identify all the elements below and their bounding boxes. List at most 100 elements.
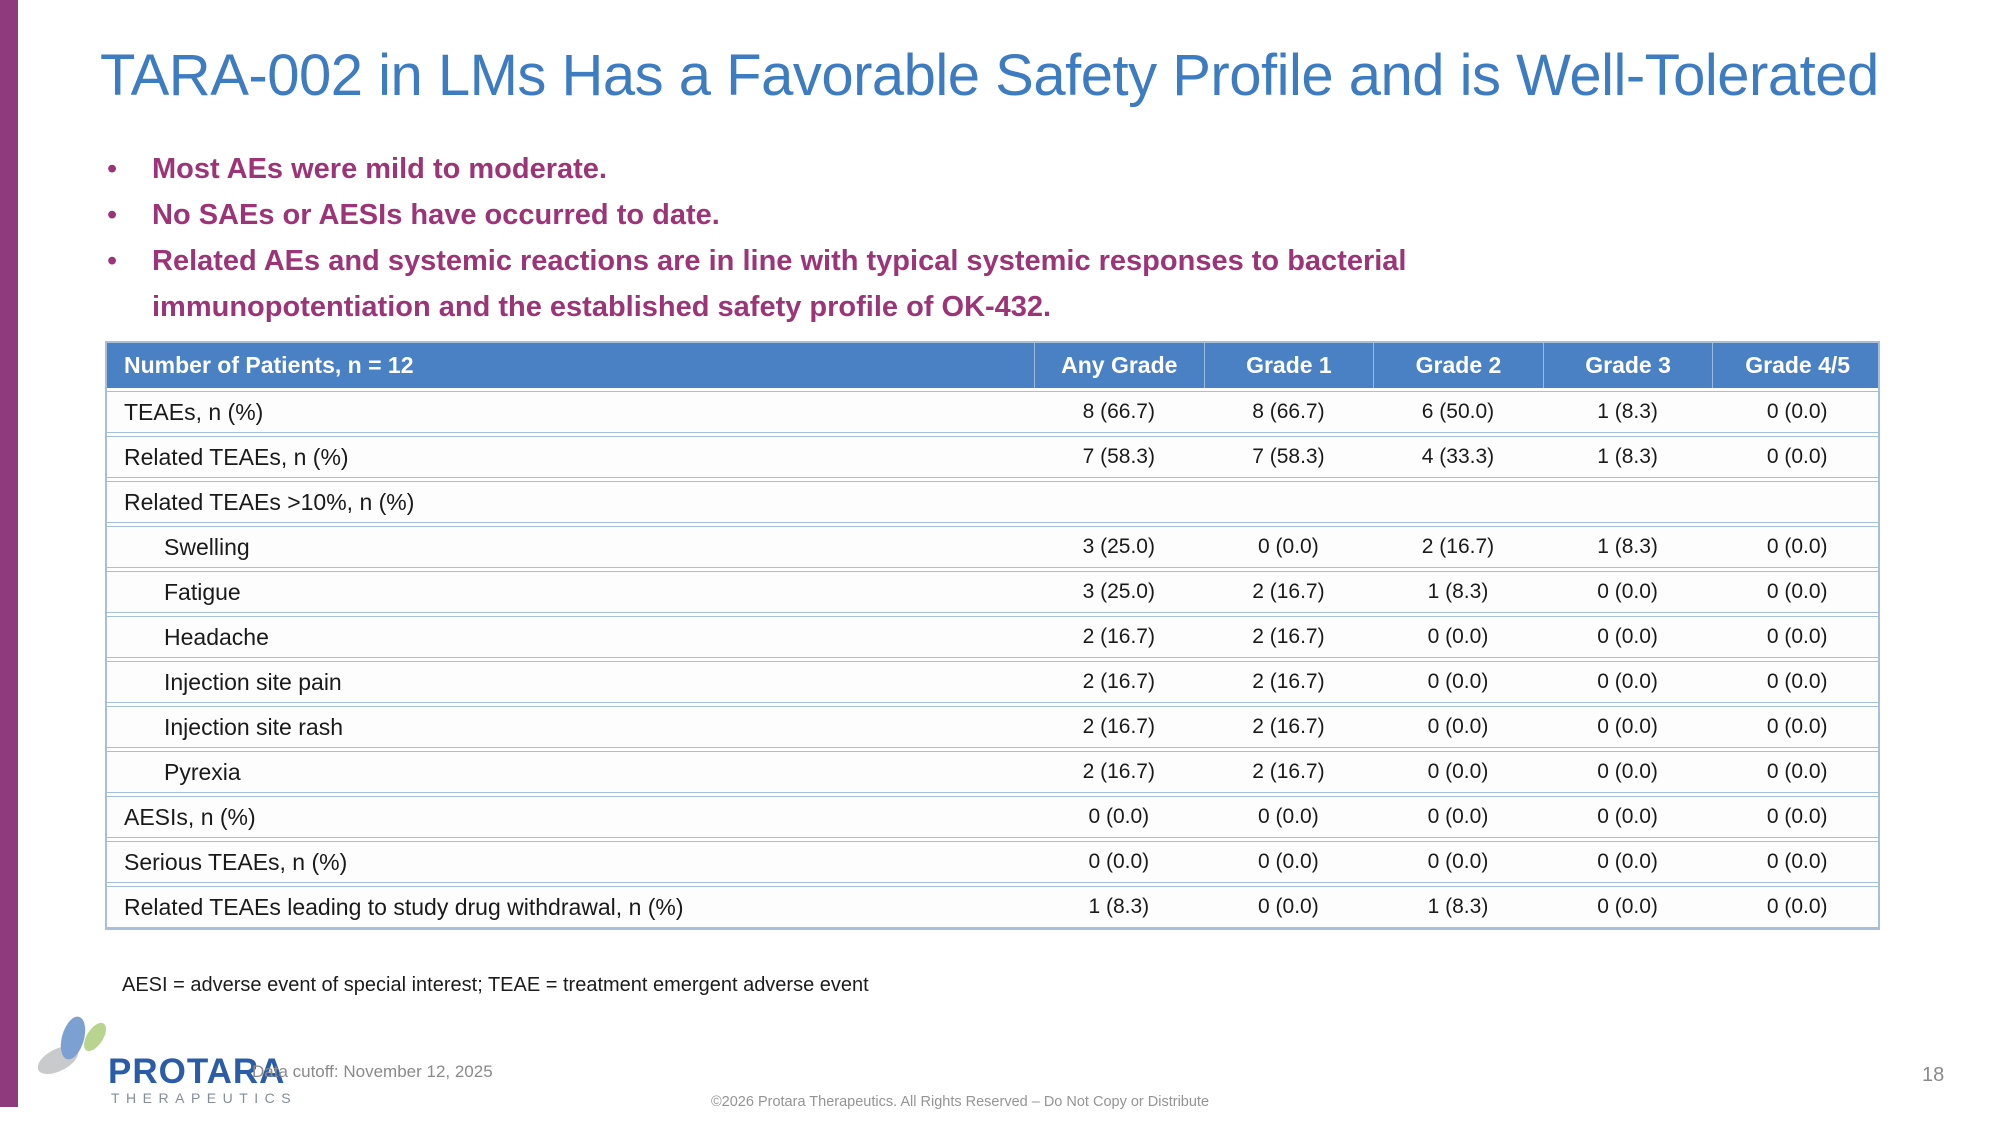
table-row: Related TEAEs, n (%) 7 (58.3) 7 (58.3) 4 (3… [107,436,1878,478]
row-value: 2 (16.7) [1034,661,1204,703]
row-label: Related TEAEs, n (%) [107,436,1034,478]
header-cell-label: Number of Patients, n = 12 [107,343,1034,388]
table-row: Swelling 3 (25.0) 0 (0.0) 2 (16.7) 1 (8.3) 0 … [107,526,1878,568]
table-row: Pyrexia 2 (16.7) 2 (16.7) 0 (0.0) 0 (0.0) 0 (… [107,751,1878,793]
row-label: Pyrexia [107,751,1034,793]
row-value: 0 (0.0) [1034,796,1204,838]
table-footnote: AESI = adverse event of special interest… [122,974,869,996]
table-row: AESIs, n (%) 0 (0.0) 0 (0.0) 0 (0.0) 0 (0.0)… [107,796,1878,838]
row-value: 0 (0.0) [1542,751,1713,793]
row-value: 7 (58.3) [1203,436,1374,478]
data-cutoff-text: Data cutoff: November 12, 2025 [252,1062,493,1081]
row-value: 2 (16.7) [1034,616,1204,658]
row-value: 0 (0.0) [1712,616,1878,658]
row-value: 0 (0.0) [1542,661,1713,703]
row-value: 0 (0.0) [1542,796,1713,838]
table-row: Related TEAEs >10%, n (%) [107,481,1878,523]
header-cell: Grade 1 [1203,343,1374,388]
row-value [1542,481,1713,523]
table-row: Injection site rash 2 (16.7) 2 (16.7) 0 (0.… [107,706,1878,748]
row-value: 1 (8.3) [1034,886,1204,928]
row-label: AESIs, n (%) [107,796,1034,838]
row-value: 0 (0.0) [1712,706,1878,748]
table-row: Headache 2 (16.7) 2 (16.7) 0 (0.0) 0 (0.0) 0 … [107,616,1878,658]
slide-accent-bar [0,0,18,1107]
row-value: 3 (25.0) [1034,571,1204,613]
row-value: 1 (8.3) [1373,886,1543,928]
logo-subtext: THERAPEUTICS [111,1090,298,1106]
table-row: Serious TEAEs, n (%) 0 (0.0) 0 (0.0) 0 (0.0… [107,841,1878,883]
row-value: 2 (16.7) [1203,661,1374,703]
row-value: 0 (0.0) [1542,886,1713,928]
row-value: 0 (0.0) [1373,706,1543,748]
row-value: 0 (0.0) [1203,841,1374,883]
row-value: 1 (8.3) [1542,391,1713,433]
row-value: 0 (0.0) [1542,706,1713,748]
copyright-text: ©2026 Protara Therapeutics. All Rights R… [711,1094,1210,1110]
row-value: 0 (0.0) [1203,526,1374,568]
bullet-item: Most AEs were mild to moderate. [105,146,1475,192]
header-cell: Grade 4/5 [1712,343,1878,388]
row-value [1373,481,1543,523]
row-label: Injection site rash [107,706,1034,748]
row-value: 0 (0.0) [1373,616,1543,658]
safety-table-grid: Number of Patients, n = 12 Any Grade Grade… [107,343,1878,928]
row-value: 0 (0.0) [1542,616,1713,658]
row-value: 3 (25.0) [1034,526,1204,568]
row-value: 2 (16.7) [1373,526,1543,568]
row-value [1203,481,1374,523]
slide-title: TARA-002 in LMs Has a Favorable Safety P… [100,43,1879,108]
row-value: 0 (0.0) [1712,436,1878,478]
row-label: Fatigue [107,571,1034,613]
row-value: 0 (0.0) [1034,841,1204,883]
row-label: Swelling [107,526,1034,568]
safety-table: Number of Patients, n = 12 Any Grade Grade… [105,341,1880,930]
table-row: TEAEs, n (%) 8 (66.7) 8 (66.7) 6 (50.0) 1 (8… [107,391,1878,433]
table-header-row: Number of Patients, n = 12 Any Grade Grade… [107,343,1878,388]
row-label: Related TEAEs >10%, n (%) [107,481,1034,523]
bullet-item: No SAEs or AESIs have occurred to date. [105,192,1475,238]
row-value: 0 (0.0) [1373,751,1543,793]
row-value: 8 (66.7) [1203,391,1374,433]
row-value: 0 (0.0) [1712,571,1878,613]
row-value: 0 (0.0) [1712,796,1878,838]
row-value: 0 (0.0) [1712,841,1878,883]
bullet-item: Related AEs and systemic reactions are i… [105,238,1475,330]
row-value: 8 (66.7) [1034,391,1204,433]
row-value: 4 (33.3) [1373,436,1543,478]
row-value: 1 (8.3) [1373,571,1543,613]
row-value: 0 (0.0) [1712,886,1878,928]
row-label: Headache [107,616,1034,658]
table-body: TEAEs, n (%) 8 (66.7) 8 (66.7) 6 (50.0) 1 (8… [107,391,1878,928]
page-number: 18 [1922,1064,1945,1086]
row-value: 0 (0.0) [1712,526,1878,568]
row-label: Serious TEAEs, n (%) [107,841,1034,883]
bullet-list: Most AEs were mild to moderate.No SAEs o… [105,146,1475,330]
row-value: 0 (0.0) [1373,661,1543,703]
header-cell: Grade 2 [1373,343,1543,388]
row-value: 7 (58.3) [1034,436,1204,478]
row-value [1712,481,1878,523]
header-cell: Grade 3 [1542,343,1713,388]
table-row: Related TEAEs leading to study drug with… [107,886,1878,928]
row-value: 2 (16.7) [1034,751,1204,793]
row-value: 0 (0.0) [1203,886,1374,928]
row-value: 2 (16.7) [1203,751,1374,793]
table-row: Injection site pain 2 (16.7) 2 (16.7) 0 (0.… [107,661,1878,703]
row-value: 0 (0.0) [1373,796,1543,838]
table-row: Fatigue 3 (25.0) 2 (16.7) 1 (8.3) 0 (0.0) 0 (… [107,571,1878,613]
logo-leaves-icon [38,1016,106,1074]
row-value: 2 (16.7) [1203,616,1374,658]
protara-logo: PROTARA THERAPEUTICS [38,1016,291,1112]
row-value: 1 (8.3) [1542,436,1713,478]
row-label: TEAEs, n (%) [107,391,1034,433]
logo-wordmark: PROTARA [108,1052,286,1091]
row-value: 1 (8.3) [1542,526,1713,568]
row-value: 0 (0.0) [1542,571,1713,613]
header-cell: Any Grade [1034,343,1204,388]
row-value: 0 (0.0) [1712,751,1878,793]
row-value: 0 (0.0) [1203,796,1374,838]
row-value: 0 (0.0) [1712,391,1878,433]
row-value: 0 (0.0) [1542,841,1713,883]
row-value: 2 (16.7) [1203,571,1374,613]
